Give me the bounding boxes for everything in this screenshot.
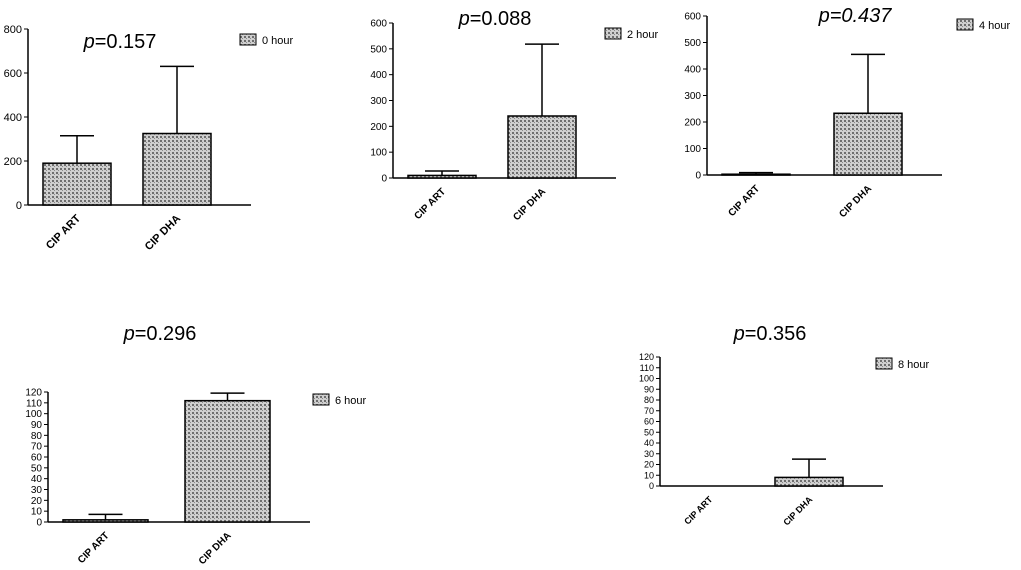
- legend-swatch: [312, 393, 330, 406]
- p-symbol: p: [733, 323, 745, 345]
- bar: [142, 132, 212, 206]
- legend-swatch: [239, 33, 257, 46]
- chart-title: p=0.157: [83, 31, 157, 53]
- bar: [721, 173, 791, 176]
- y-tick-label: 110: [640, 363, 654, 373]
- y-tick-label: 500: [684, 38, 701, 49]
- x-tick-label: CIP DHA: [781, 494, 814, 527]
- legend-swatch: [875, 357, 893, 370]
- y-tick-label: 90: [31, 420, 43, 431]
- p-value: =0.356: [745, 323, 807, 345]
- y-tick-label: 110: [26, 398, 42, 409]
- x-tick-label: CIP ART: [726, 183, 762, 219]
- y-tick-label: 0: [381, 174, 387, 185]
- bar: [833, 112, 903, 176]
- p-value: =0.157: [95, 31, 157, 53]
- y-tick-label: 10: [31, 507, 43, 518]
- y-tick-label: 200: [684, 118, 701, 129]
- y-tick-label: 40: [31, 474, 43, 485]
- y-tick-label: 0: [649, 481, 654, 491]
- p-symbol: p: [83, 31, 95, 53]
- bar: [42, 162, 112, 206]
- y-tick-label: 30: [31, 485, 43, 496]
- x-tick-label: CIP ART: [682, 494, 715, 527]
- y-tick-label: 600: [370, 19, 387, 30]
- y-tick-label: 100: [639, 374, 654, 384]
- y-tick-label: 20: [31, 496, 43, 507]
- y-tick-label: 80: [31, 431, 43, 442]
- y-tick-label: 400: [4, 112, 22, 124]
- y-tick-label: 90: [644, 384, 654, 394]
- y-tick-label: 120: [639, 352, 654, 362]
- legend-label: 4 hour: [979, 20, 1011, 32]
- y-tick-label: 200: [370, 122, 387, 133]
- y-tick-label: 30: [644, 449, 654, 459]
- y-tick-label: 50: [31, 463, 43, 474]
- legend-label: 6 hour: [335, 395, 367, 407]
- chart-title: p=0.296: [123, 323, 197, 345]
- y-tick-label: 40: [644, 438, 654, 448]
- y-tick-label: 500: [370, 44, 387, 55]
- x-tick-label: CIP ART: [412, 186, 448, 222]
- y-tick-label: 70: [31, 442, 43, 453]
- y-tick-label: 60: [644, 417, 654, 427]
- chart-title: p=0.356: [733, 323, 807, 345]
- p-symbol: p: [458, 8, 470, 30]
- y-tick-label: 600: [4, 68, 22, 80]
- y-tick-label: 70: [644, 406, 654, 416]
- y-tick-label: 100: [25, 409, 42, 420]
- y-tick-label: 100: [684, 144, 701, 155]
- x-tick-label: CIP DHA: [837, 183, 874, 220]
- legend-label: 8 hour: [898, 359, 930, 371]
- x-tick-label: CIP ART: [76, 530, 112, 566]
- bar: [774, 476, 844, 487]
- p-value: =0.296: [135, 323, 197, 345]
- y-tick-label: 800: [4, 24, 22, 36]
- p-value: =0.088: [470, 8, 532, 30]
- bar: [62, 519, 149, 523]
- legend-label: 2 hour: [627, 29, 659, 41]
- legend-label: 0 hour: [262, 35, 294, 47]
- p-symbol: p: [123, 323, 135, 345]
- y-tick-label: 300: [370, 96, 387, 107]
- chart-title: p=0.437: [818, 5, 893, 27]
- y-tick-label: 20: [644, 460, 654, 470]
- x-tick-label: CIP DHA: [143, 213, 183, 253]
- x-tick-label: CIP DHA: [511, 186, 548, 223]
- bar: [407, 174, 477, 179]
- y-tick-label: 0: [695, 171, 701, 182]
- y-tick-label: 120: [25, 388, 42, 399]
- y-tick-label: 200: [4, 156, 22, 168]
- legend-swatch: [604, 27, 622, 40]
- y-tick-label: 50: [644, 427, 654, 437]
- chart-title: p=0.088: [458, 8, 532, 30]
- y-tick-label: 400: [684, 65, 701, 76]
- y-tick-label: 100: [370, 148, 387, 159]
- y-tick-label: 80: [644, 395, 654, 405]
- y-tick-label: 60: [31, 453, 43, 464]
- y-tick-label: 300: [684, 91, 701, 102]
- x-tick-label: CIP ART: [44, 212, 83, 251]
- y-tick-label: 10: [644, 470, 654, 480]
- y-tick-label: 600: [684, 12, 701, 23]
- p-value: =0.437: [830, 5, 893, 27]
- p-symbol: p: [818, 5, 830, 27]
- x-tick-label: CIP DHA: [197, 530, 234, 567]
- legend-swatch: [956, 18, 974, 31]
- bar: [507, 115, 577, 179]
- bar: [184, 399, 271, 523]
- y-tick-label: 400: [370, 70, 387, 81]
- y-tick-label: 0: [36, 518, 42, 529]
- y-tick-label: 0: [16, 200, 22, 212]
